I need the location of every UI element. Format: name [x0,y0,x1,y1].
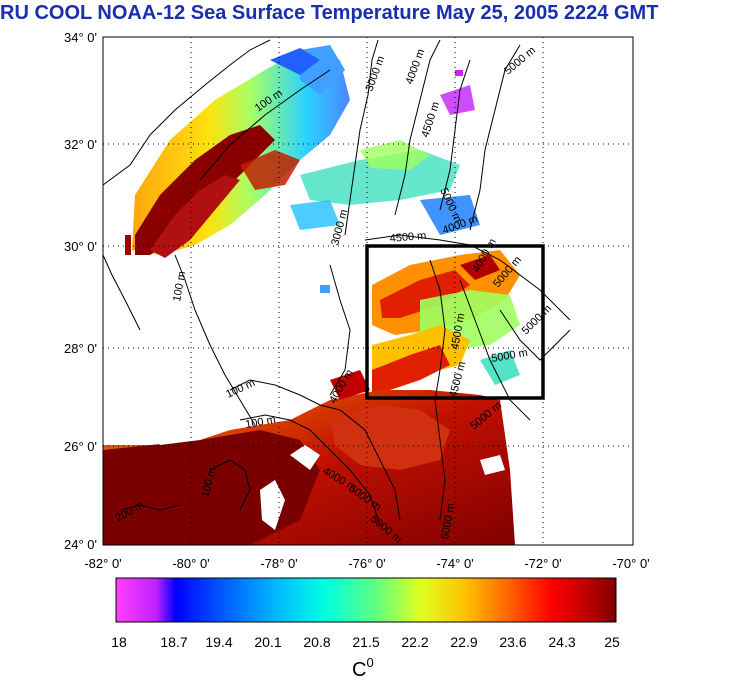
map-border [102,36,634,546]
colorbar-tick: 18 [111,634,127,650]
colorbar-tick: 19.4 [205,634,232,650]
colorbar-ticks: 18 18.7 19.4 20.1 20.8 21.5 22.2 22.9 23… [111,634,620,650]
colorbar-tick: 20.8 [303,634,330,650]
lat-label: 30° 0' [64,239,97,254]
lat-label: 34° 0' [64,30,97,45]
lon-label: -72° 0' [524,556,561,571]
lon-label: -82° 0' [84,556,121,571]
colorbar-tick: 18.7 [160,634,187,650]
lat-label: 28° 0' [64,341,97,356]
longitude-axis: -82° 0' -80° 0' -78° 0' -76° 0' -74° 0' … [84,556,649,571]
lat-label: 24° 0' [64,537,97,552]
lon-label: -74° 0' [436,556,473,571]
colorbar-tick: 24.3 [548,634,575,650]
lon-label: -76° 0' [348,556,385,571]
colorbar-tick: 22.2 [401,634,428,650]
lon-label: -80° 0' [172,556,209,571]
colorbar [115,577,617,623]
lon-label: -70° 0' [612,556,649,571]
lat-label: 26° 0' [64,439,97,454]
colorbar-unit-label: C0 [352,655,374,680]
study-region-box [365,244,545,400]
contour-label: 4500 m [389,230,427,245]
contour-label: 100 m [244,414,276,431]
contour-label: 100 m [171,270,188,302]
colorbar-tick: 23.6 [499,634,526,650]
sst-data-layer [103,39,571,545]
map-title: RU COOL NOAA-12 Sea Surface Temperature … [0,2,659,24]
colorbar-tick: 25 [604,634,620,650]
colorbar-tick: 20.1 [254,634,281,650]
latitude-axis: 34° 0' 32° 0' 30° 0' 28° 0' 26° 0' 24° 0… [64,30,97,552]
colorbar-tick: 21.5 [352,634,379,650]
colorbar-tick: 22.9 [450,634,477,650]
lon-label: -78° 0' [260,556,297,571]
lat-label: 32° 0' [64,137,97,152]
